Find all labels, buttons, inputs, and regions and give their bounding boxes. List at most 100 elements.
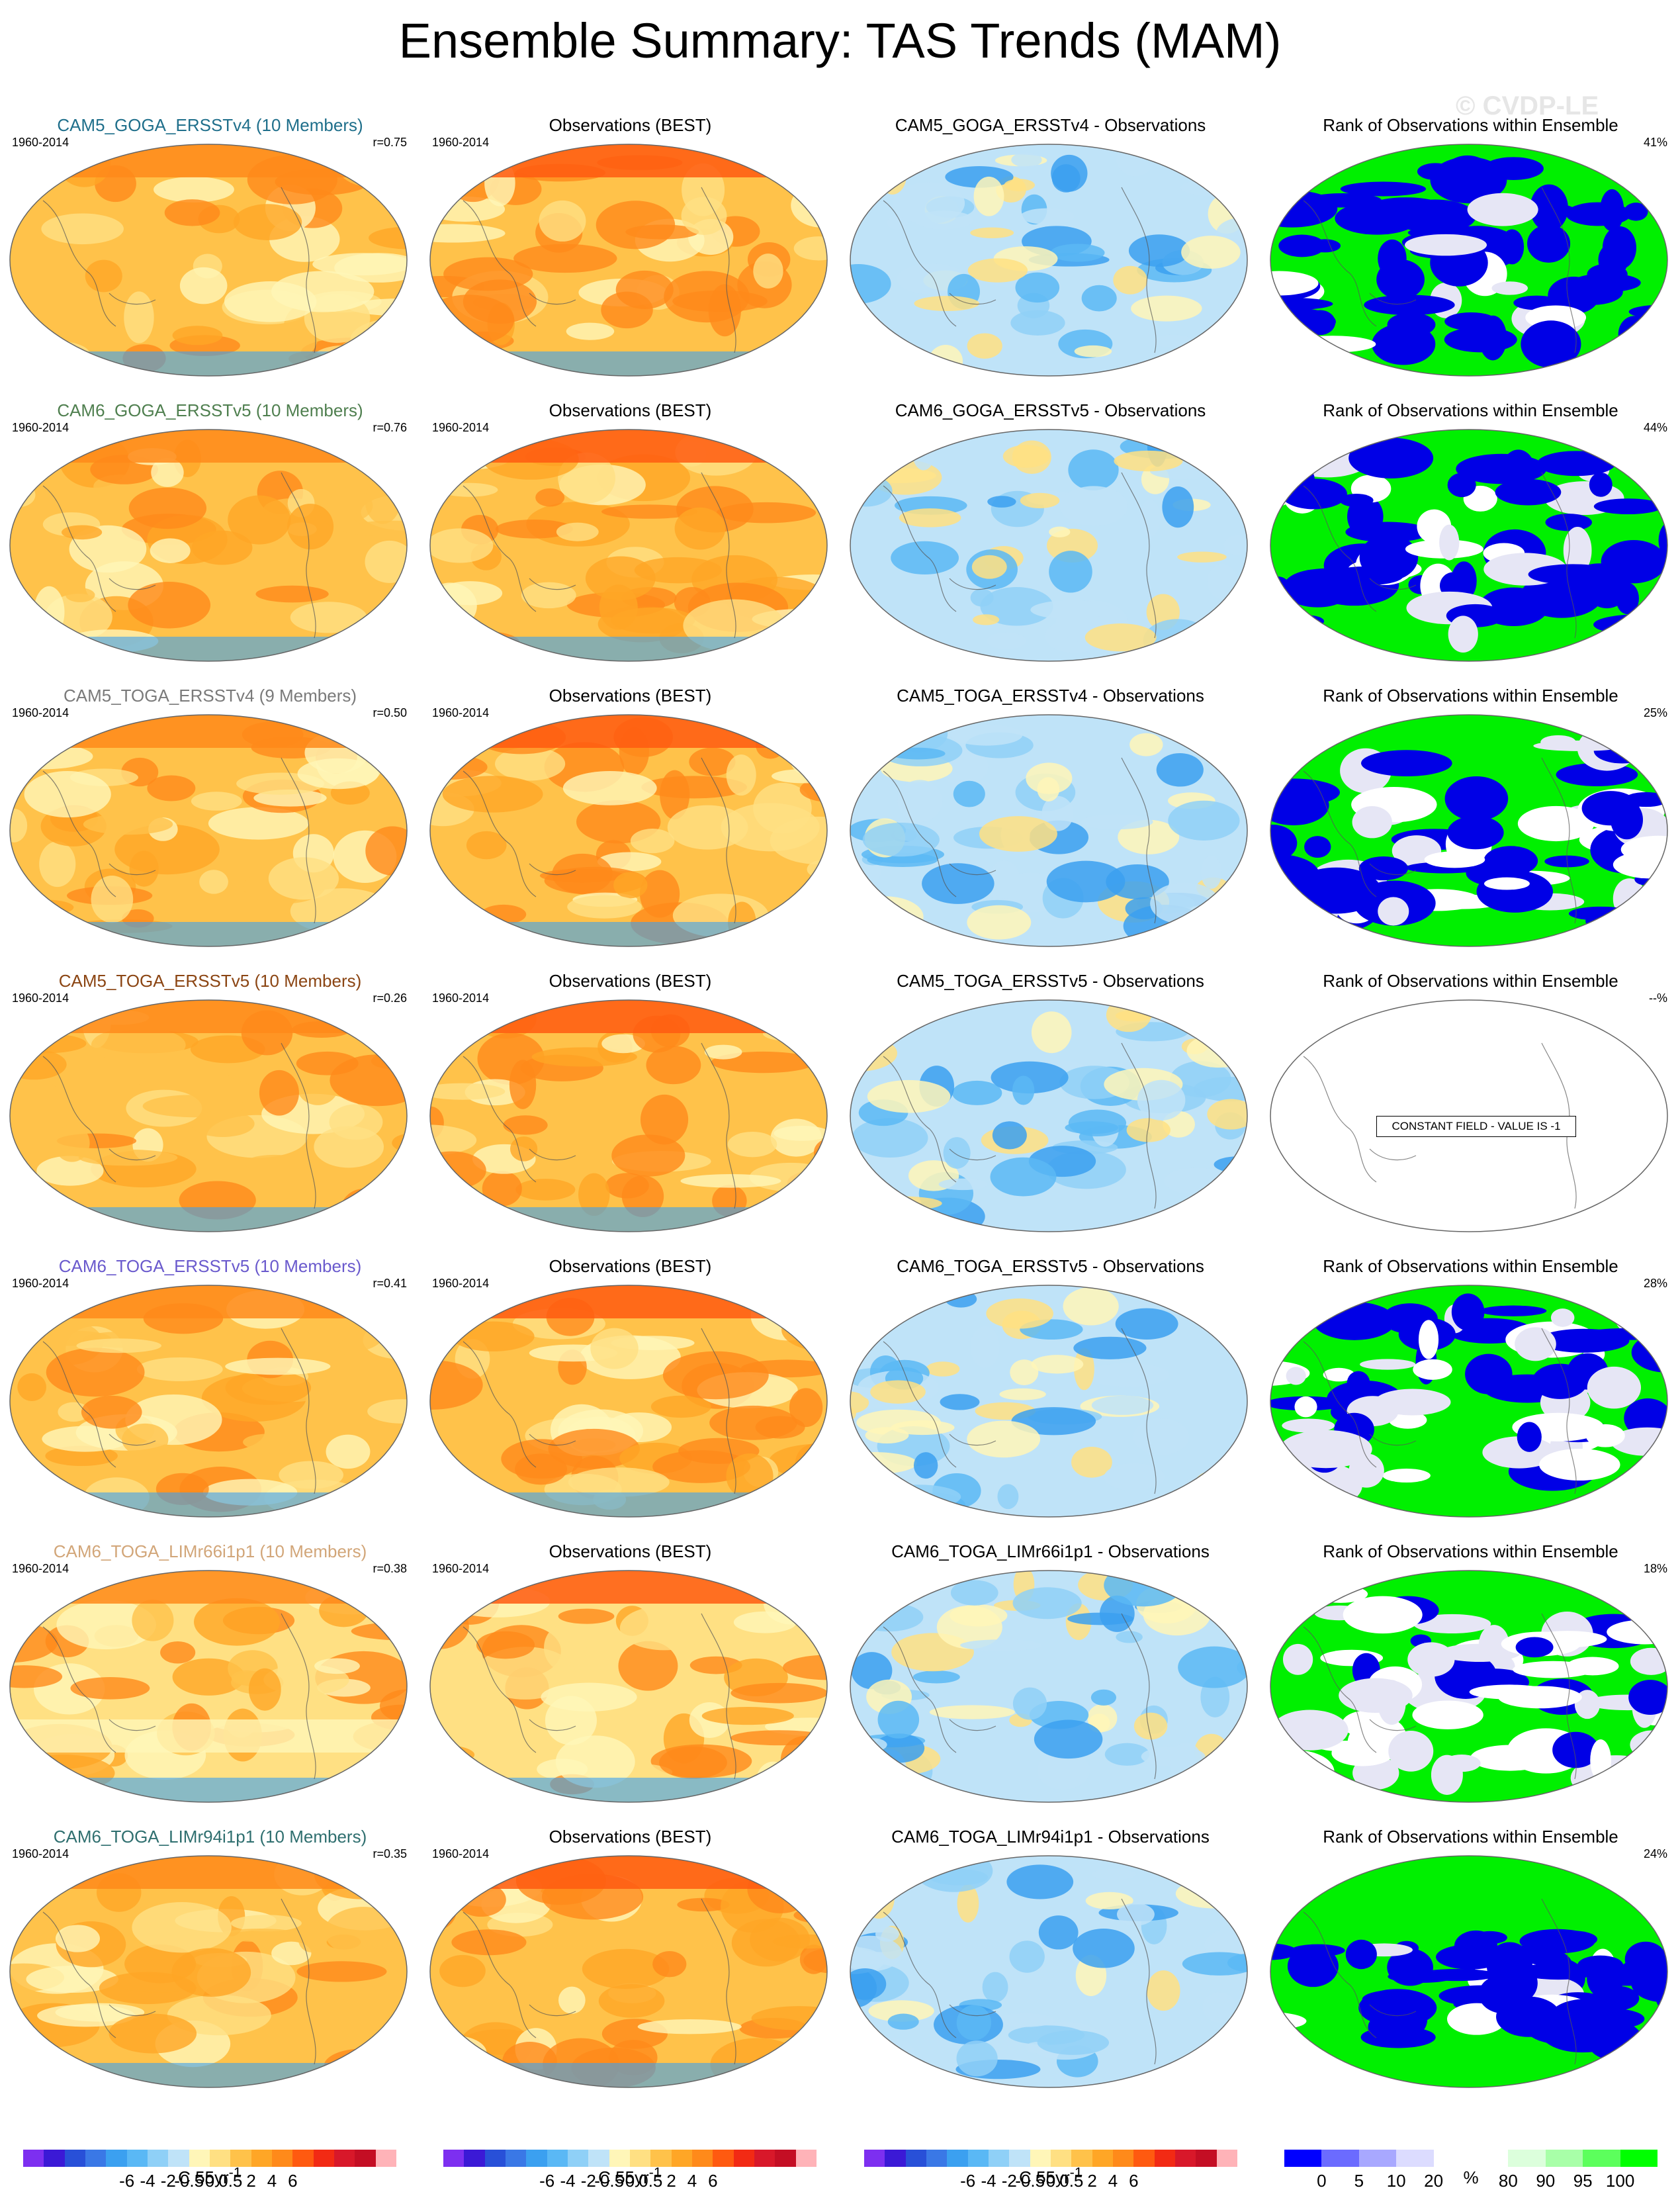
arctic-warming	[430, 715, 827, 748]
trend-blob	[154, 176, 234, 203]
trend-blob	[689, 747, 736, 776]
diff-blob	[967, 258, 1028, 283]
diff-blob	[872, 433, 906, 449]
panel-rank-row-6: Rank of Observations within Ensemble 18%	[1260, 1481, 1680, 1803]
rank-blob	[1517, 805, 1595, 842]
colorbar-tick-label: 10	[1386, 2171, 1406, 2191]
trend-blob	[70, 1677, 150, 1700]
rank-blob	[1581, 1328, 1667, 1340]
diff-blob	[1139, 499, 1161, 537]
diff-blob	[1012, 1687, 1047, 1720]
rank-blob	[1630, 1730, 1667, 1759]
colorbar-tick-label: 0	[625, 2171, 635, 2191]
trend-blob	[578, 1173, 610, 1216]
page-title: Ensemble Summary: TAS Trends (MAM)	[398, 13, 1282, 68]
panel-diff-row-5: CAM6_TOGA_ERSSTv5 - Observations	[840, 1196, 1260, 1518]
panel-obs-row-1: Observations (BEST) 1960-2014	[420, 55, 840, 377]
rank-blob	[1562, 279, 1623, 305]
rank-blob	[1294, 1396, 1317, 1418]
rank-blob	[1270, 150, 1290, 197]
rank-blob	[1476, 870, 1554, 913]
pattern-correlation: r=0.35	[373, 1847, 407, 1860]
colorbar-swatch	[567, 2150, 589, 2167]
coastline-asia-africa	[42, 1341, 116, 1468]
trend-blob	[298, 1925, 325, 1952]
coastline-americas	[281, 757, 316, 924]
rank-blob	[1601, 540, 1667, 584]
colorbar-swatch	[1196, 2150, 1217, 2167]
diff-blob	[1059, 486, 1128, 526]
period-label: 1960-2014	[432, 421, 490, 434]
colorbar-labels-model: -6 -4 -2 -0.5 0 0.5 2 4 6	[23, 2171, 396, 2191]
map-outline	[850, 429, 1248, 662]
diff-blob	[1186, 1034, 1247, 1068]
trend-blob	[54, 1124, 90, 1162]
colorbar-swatch	[1284, 2150, 1322, 2167]
panel-title: Observations (BEST)	[549, 686, 712, 706]
rank-blob	[1270, 297, 1333, 310]
trend-blob	[674, 507, 726, 550]
diff-blob	[1113, 265, 1147, 295]
colorbar-tick-label: 4	[1108, 2171, 1118, 2191]
rank-blob	[1515, 1637, 1554, 1658]
trend-blob	[552, 853, 613, 894]
trend-blob	[582, 1948, 670, 1989]
colorbar-rank	[1284, 2150, 1658, 2167]
coastline-asia-africa	[463, 200, 537, 327]
trend-blob	[225, 1370, 312, 1405]
trend-blob	[76, 1338, 161, 1353]
diff-blob	[1180, 178, 1247, 197]
diff-blob	[1015, 272, 1060, 303]
colorbar-swatch	[1133, 2150, 1155, 2167]
colorbar-swatch	[713, 2150, 734, 2167]
diff-blob	[1074, 345, 1112, 357]
coastline-americas	[281, 1898, 316, 2065]
antarctic-band	[10, 2063, 407, 2087]
map-model	[9, 144, 408, 377]
map-outline	[1270, 999, 1668, 1232]
trend-blob	[646, 1046, 701, 1085]
diff-blob	[1223, 535, 1247, 555]
coastline-australia	[109, 293, 156, 305]
trend-blob	[244, 1154, 304, 1173]
trend-blob	[99, 1972, 197, 2005]
colorbar-swatch	[926, 2150, 948, 2167]
diff-blob	[1090, 1689, 1117, 1706]
coastline-americas	[701, 187, 736, 353]
trend-blob	[730, 1682, 827, 1704]
rank-blob	[1469, 1684, 1550, 1700]
colorbar-swatch	[106, 2150, 127, 2167]
coastline-asia-africa	[883, 770, 957, 897]
diff-blob	[862, 823, 940, 857]
colorbar-labels-rank: 0 5 10 20 80 90 95 100	[1284, 2171, 1658, 2191]
diff-blob	[1034, 1719, 1103, 1759]
trend-blob	[515, 1179, 576, 1201]
trend-blob	[430, 1083, 506, 1100]
trend-blob	[597, 852, 662, 872]
trend-blob	[611, 1134, 685, 1177]
diff-blob	[914, 296, 980, 311]
diff-blob	[887, 2013, 919, 2030]
map-obs	[429, 144, 828, 377]
diff-blob	[913, 1452, 938, 1479]
diff-blob	[1063, 1287, 1119, 1326]
diff-blob	[987, 496, 1016, 508]
panel-title: CAM5_GOGA_ERSSTv4 - Observations	[895, 115, 1206, 135]
rank-blob	[1581, 791, 1640, 826]
panel-title: CAM6_TOGA_LIMr66i1p1 - Observations	[891, 1541, 1210, 1561]
trend-blob	[218, 1929, 302, 1942]
map-outline	[1270, 144, 1668, 377]
colorbar-swatch	[547, 2150, 568, 2167]
trend-blob	[65, 588, 95, 602]
map-diff	[850, 714, 1248, 947]
rank-blob	[1491, 281, 1528, 295]
map-outline	[9, 999, 408, 1232]
rank-blob	[1389, 2001, 1428, 2038]
diff-blob	[1114, 450, 1183, 472]
coastlines	[42, 472, 316, 639]
diff-blob	[1068, 1109, 1127, 1137]
trend-blob	[640, 1094, 689, 1145]
coastline-americas	[1121, 472, 1157, 639]
trend-blob	[439, 1954, 486, 1987]
rank-blob	[1454, 1930, 1498, 1962]
